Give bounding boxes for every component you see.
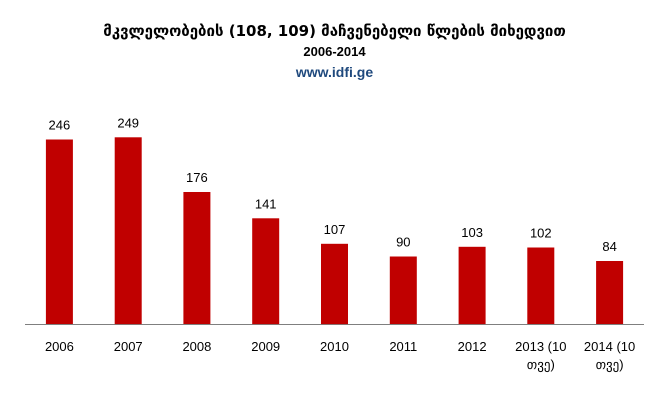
category-label: 2008 (182, 339, 211, 354)
category-label: 2014 (10 (584, 339, 635, 354)
chart-subtitle: 2006-2014 (303, 44, 366, 59)
category-label: 2012 (458, 339, 487, 354)
bar (252, 218, 280, 325)
bar (389, 256, 417, 324)
bar (527, 247, 555, 324)
bar-value-label: 102 (530, 226, 552, 241)
bar-value-label: 107 (324, 222, 346, 237)
category-label: 2010 (320, 339, 349, 354)
category-label: თვე) (596, 357, 624, 373)
bar-value-label: 249 (117, 115, 139, 130)
chart-title: მკვლელობების (108, 109) მაჩვენებელი წლებ… (103, 22, 566, 40)
bar (114, 137, 142, 325)
bar (321, 243, 348, 325)
bar-value-label: 103 (461, 225, 483, 240)
category-label: 2009 (251, 339, 280, 354)
bar-value-label: 84 (602, 239, 616, 254)
bar-value-label: 141 (255, 196, 277, 211)
category-label: 2007 (114, 339, 143, 354)
category-label: თვე) (527, 357, 555, 373)
site-url: www.idfi.ge (295, 64, 374, 80)
category-label: 2011 (389, 339, 417, 354)
bar (183, 192, 211, 324)
category-label: 2013 (10 (515, 339, 566, 354)
bar-value-label: 246 (49, 118, 71, 133)
bar (596, 261, 624, 324)
bar-value-label: 176 (186, 170, 208, 185)
bar (458, 246, 486, 325)
bar-value-label: 90 (396, 235, 410, 250)
category-label: 2006 (45, 339, 74, 354)
bar (45, 139, 73, 324)
